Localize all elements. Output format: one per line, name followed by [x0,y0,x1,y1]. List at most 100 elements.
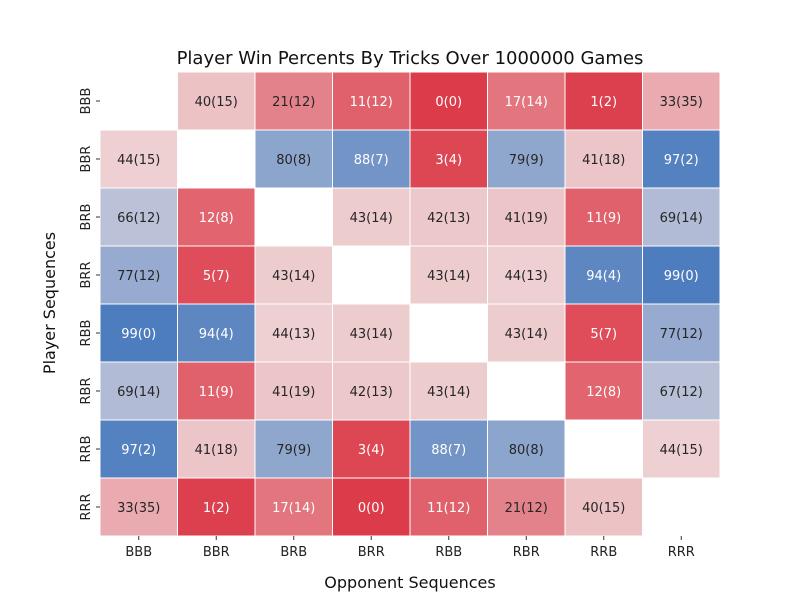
heatmap-cell [332,71,411,131]
heatmap-cell [100,72,178,130]
heatmap-cell [642,419,721,479]
cell-annotation: 3(4) [435,153,462,168]
heatmap-cell [332,361,411,421]
y-tick-label: BRR [79,262,94,289]
cell-annotation: 80(8) [276,153,311,168]
cell-annotation: 69(14) [660,211,703,226]
heatmap-cell [409,477,488,537]
heatmap-cell [487,477,566,537]
heatmap-cell [99,303,178,363]
heatmap-cell [642,187,721,247]
cell-annotation: 40(15) [582,501,625,516]
heatmap-cell [255,188,333,246]
cell-annotation: 41(19) [505,211,548,226]
cell-annotation: 42(13) [350,385,393,400]
heatmap-cell [99,477,178,537]
heatmap-cell [564,477,643,537]
cell-annotation: 12(8) [199,211,234,226]
heatmap-cell [409,419,488,479]
cell-annotation: 42(13) [427,211,470,226]
heatmap-cells: 40(15) 21(12) 11(12) 0(0) 17(14) 1(2) 33(35) 44… [99,71,721,537]
heatmap-cell [254,419,333,479]
cell-annotation: 66(12) [117,211,160,226]
heatmap-cell [254,303,333,363]
heatmap-cell [177,361,256,421]
cell-annotation: 77(12) [660,327,703,342]
heatmap-cell [177,71,256,131]
cell-annotation: 1(2) [203,501,230,516]
heatmap-cell [564,71,643,131]
heatmap-cell [487,187,566,247]
x-tick-label: RRB [590,545,617,560]
heatmap-cell [409,245,488,305]
heatmap-cell [99,419,178,479]
chart-title: Player Win Percents By Tricks Over 10000… [177,48,644,69]
cell-annotation: 12(8) [586,385,621,400]
cell-annotation: 5(7) [203,269,230,284]
y-tick-label: RBB [79,320,94,347]
cell-annotation: 67(12) [660,385,703,400]
cell-annotation: 44(15) [117,153,160,168]
cell-annotation: 21(12) [272,95,315,110]
x-tick-label: RBR [513,545,540,560]
cell-annotation: 0(0) [358,501,385,516]
cell-annotation: 88(7) [354,153,389,168]
cell-annotation: 21(12) [505,501,548,516]
x-axis-title: Opponent Sequences [324,573,495,592]
heatmap-cell [99,361,178,421]
y-axis-ticks: BBB BBR BRB BRR RBB RBR RRB RRR [79,88,100,521]
x-tick-label: RRR [668,545,695,560]
cell-annotation: 97(2) [664,153,699,168]
y-tick-label: RRB [79,436,94,463]
cell-annotation: 33(35) [117,501,160,516]
y-tick-label: BBB [79,88,94,115]
heatmap-cell [332,419,411,479]
cell-annotation: 5(7) [590,327,617,342]
heatmap-cell [409,361,488,421]
cell-annotation: 43(14) [505,327,548,342]
heatmap-cell [565,420,643,478]
cell-annotation: 33(35) [660,95,703,110]
heatmap-cell [177,477,256,537]
heatmap-cell [177,245,256,305]
cell-annotation: 43(14) [427,385,470,400]
cell-annotation: 3(4) [358,443,385,458]
cell-annotation: 99(0) [664,269,699,284]
heatmap-cell [177,187,256,247]
y-axis-title: Player Sequences [40,232,59,374]
cell-annotation: 99(0) [121,327,156,342]
heatmap-cell [487,129,566,189]
heatmap-cell [642,245,721,305]
x-tick-label: BRB [280,545,307,560]
y-tick-label: BRB [79,204,94,231]
cell-annotation: 94(4) [586,269,621,284]
heatmap-cell [409,187,488,247]
cell-annotation: 1(2) [590,95,617,110]
x-tick-label: BBR [203,545,230,560]
cell-annotation: 79(9) [509,153,544,168]
cell-annotation: 11(9) [586,211,621,226]
x-tick-label: RBB [435,545,462,560]
cell-annotation: 44(15) [660,443,703,458]
cell-annotation: 40(15) [195,95,238,110]
cell-annotation: 44(13) [272,327,315,342]
heatmap-cell [254,71,333,131]
cell-annotation: 77(12) [117,269,160,284]
cell-annotation: 88(7) [431,443,466,458]
y-tick-label: RBR [79,378,94,405]
cell-annotation: 11(12) [350,95,393,110]
cell-annotation: 41(19) [272,385,315,400]
cell-annotation: 43(14) [272,269,315,284]
cell-annotation: 11(12) [427,501,470,516]
heatmap-cell [409,71,488,131]
cell-annotation: 69(14) [117,385,160,400]
heatmap-cell [177,130,255,188]
heatmap-cell [254,361,333,421]
heatmap-cell [332,187,411,247]
heatmap-cell [332,129,411,189]
cell-annotation: 17(14) [505,95,548,110]
cell-annotation: 94(4) [199,327,234,342]
x-tick-label: BBB [125,545,152,560]
